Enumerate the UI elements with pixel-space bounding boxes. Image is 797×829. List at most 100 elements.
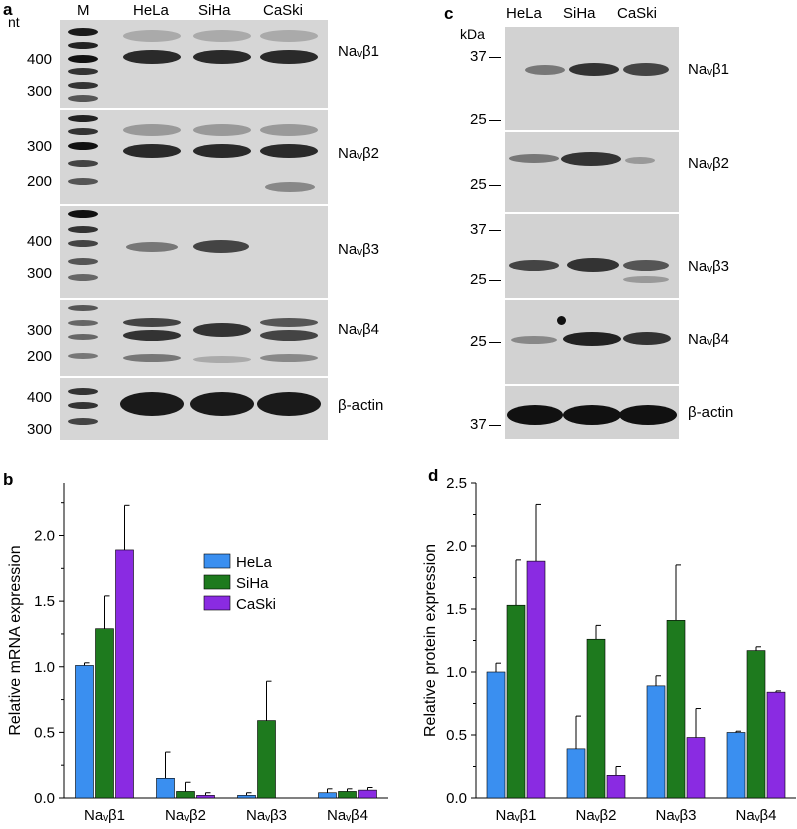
gel-row1-ladder-low: 300 xyxy=(27,83,53,100)
blot-lane-hela-label: HeLa xyxy=(506,5,542,22)
y-tick-label: 1.0 xyxy=(446,664,467,681)
protein-bar-chart: 0.0 0.5 1.0 1.5 2.0 2.5 Relative protein expre… xyxy=(422,475,796,824)
y-axis-label: Relative protein expression xyxy=(422,544,439,737)
blot-row3-marker-37: 37 xyxy=(470,221,487,238)
bar-caski xyxy=(766,691,786,799)
bar-siha xyxy=(257,720,276,799)
y-tick-label: 2.0 xyxy=(446,538,467,555)
bar-siha xyxy=(176,791,195,799)
gel-row4-ladder-high: 300 xyxy=(27,322,53,339)
bar-hela xyxy=(318,792,337,799)
y-tick-label: 0.0 xyxy=(34,790,55,807)
bar-siha xyxy=(95,628,114,799)
gel-row3-ladder-low: 300 xyxy=(27,265,53,282)
gel-lane-siha-label: SiHa xyxy=(198,2,231,19)
blot-row4-tick-25 xyxy=(489,342,501,343)
bar-siha xyxy=(746,650,766,799)
y-tick-label: 0.0 xyxy=(446,790,467,807)
x-category-label: Naᵥβ2 xyxy=(576,807,617,824)
blot-row5-label: β-actin xyxy=(688,404,734,421)
legend-swatch-siha xyxy=(203,574,231,590)
legend-label-siha: SiHa xyxy=(236,575,269,592)
blot-row2-tick-25 xyxy=(489,185,501,186)
y-tick-label: 1.0 xyxy=(34,659,55,676)
blot-row1-label: Naᵥβ1 xyxy=(688,61,729,78)
x-category-label: Naᵥβ2 xyxy=(165,807,206,824)
bar-hela xyxy=(646,685,666,799)
blot-row5-marker-37: 37 xyxy=(470,416,487,433)
bar-caski xyxy=(358,789,377,799)
y-tick-label: 2.0 xyxy=(34,528,55,545)
blot-lane-siha-label: SiHa xyxy=(563,5,596,22)
gel-row5-ladder-low: 300 xyxy=(27,421,53,438)
gel-row4-label: Naᵥβ4 xyxy=(338,321,379,338)
blot-row2-label: Naᵥβ2 xyxy=(688,155,729,172)
legend-swatch-hela xyxy=(203,553,231,569)
blot-row5-tick-37 xyxy=(489,425,501,426)
gel-row2-ladder-low: 200 xyxy=(27,173,53,190)
panel-d-letter: d xyxy=(428,466,439,485)
legend-label-caski: CaSki xyxy=(236,596,276,613)
gel-lane-hela-label: HeLa xyxy=(133,2,169,19)
panel-b-letter: b xyxy=(3,470,14,489)
gel-row1-ladder-high: 400 xyxy=(27,51,53,68)
gel-row5-ladder-high: 400 xyxy=(27,389,53,406)
bar-caski xyxy=(115,549,134,799)
x-category-label: Naᵥβ4 xyxy=(736,807,777,824)
gel-row2-ladder-high: 300 xyxy=(27,138,53,155)
y-tick-label: 2.5 xyxy=(446,475,467,492)
panel-a-letter: a xyxy=(3,0,13,19)
x-category-label: Naᵥβ4 xyxy=(327,807,368,824)
gel-row5-label: β-actin xyxy=(338,397,384,414)
bar-hela xyxy=(726,732,746,799)
bar-hela xyxy=(566,748,586,799)
bar-siha xyxy=(338,791,357,799)
blot-row2-marker-25: 25 xyxy=(470,176,487,193)
blot-row3-marker-25: 25 xyxy=(470,271,487,288)
blot-unit-label: kDa xyxy=(460,26,485,42)
blot-image xyxy=(505,27,679,439)
mrna-bar-chart: 0.0 0.5 1.0 1.5 2.0 Relative mRNA expression N… xyxy=(7,483,388,824)
y-tick-label: 0.5 xyxy=(446,727,467,744)
blot-row3-label: Naᵥβ3 xyxy=(688,258,729,275)
gel-row1-label: Naᵥβ1 xyxy=(338,43,379,60)
x-category-label: Naᵥβ3 xyxy=(656,807,697,824)
gel-unit-label: nt xyxy=(8,14,20,30)
bar-siha xyxy=(586,638,606,799)
blot-row4-marker-25: 25 xyxy=(470,333,487,350)
bar-hela xyxy=(156,778,175,799)
blot-row3-tick-25 xyxy=(489,280,501,281)
blot-row3-tick-37 xyxy=(489,230,501,231)
blot-row1-tick-25 xyxy=(489,120,501,121)
y-tick-label: 1.5 xyxy=(34,593,55,610)
gel-row2-label: Naᵥβ2 xyxy=(338,145,379,162)
bar-caski xyxy=(196,795,215,799)
bar-caski xyxy=(526,560,546,799)
blot-row1-marker-37: 37 xyxy=(470,48,487,65)
bar-hela xyxy=(486,671,506,799)
gel-lane-caski-label: CaSki xyxy=(263,2,304,19)
blot-row4-label: Naᵥβ4 xyxy=(688,331,729,348)
y-axis-label: Relative mRNA expression xyxy=(7,545,24,735)
panel-c-letter: c xyxy=(444,4,454,23)
bar-hela xyxy=(237,795,256,799)
bar-hela xyxy=(75,665,94,799)
gel-lane-marker-label: M xyxy=(77,2,90,19)
y-tick-label: 1.5 xyxy=(446,601,467,618)
bar-siha xyxy=(666,620,686,799)
x-category-label: Naᵥβ3 xyxy=(246,807,287,824)
gel-row3-ladder-high: 400 xyxy=(27,233,53,250)
bar-caski xyxy=(686,737,706,799)
gel-row4-ladder-low: 200 xyxy=(27,348,53,365)
bar-siha xyxy=(506,604,526,799)
blot-row1-marker-25: 25 xyxy=(470,111,487,128)
bar-caski xyxy=(606,775,626,799)
blot-lane-caski-label: CaSki xyxy=(617,5,658,22)
blot-row1-tick-37 xyxy=(489,57,501,58)
y-tick-label: 0.5 xyxy=(34,724,55,741)
legend-swatch-caski xyxy=(203,595,231,611)
x-category-label: Naᵥβ1 xyxy=(84,807,125,824)
gel-row3-label: Naᵥβ3 xyxy=(338,241,379,258)
x-category-label: Naᵥβ1 xyxy=(496,807,537,824)
gel-image xyxy=(60,20,328,440)
